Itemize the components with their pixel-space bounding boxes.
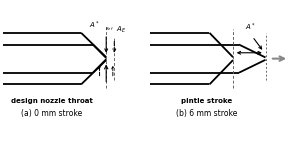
Text: $_{Ref}$: $_{Ref}$ bbox=[105, 25, 114, 33]
Text: design nozzle throat: design nozzle throat bbox=[11, 98, 93, 104]
Text: (b) 6 mm stroke: (b) 6 mm stroke bbox=[176, 109, 237, 118]
Text: $A^*$: $A^*$ bbox=[89, 20, 99, 31]
Text: $A^*$: $A^*$ bbox=[245, 22, 255, 33]
Text: (a) 0 mm stroke: (a) 0 mm stroke bbox=[21, 109, 82, 118]
Text: $A_E$: $A_E$ bbox=[116, 25, 126, 35]
Text: pintle stroke: pintle stroke bbox=[181, 98, 232, 104]
